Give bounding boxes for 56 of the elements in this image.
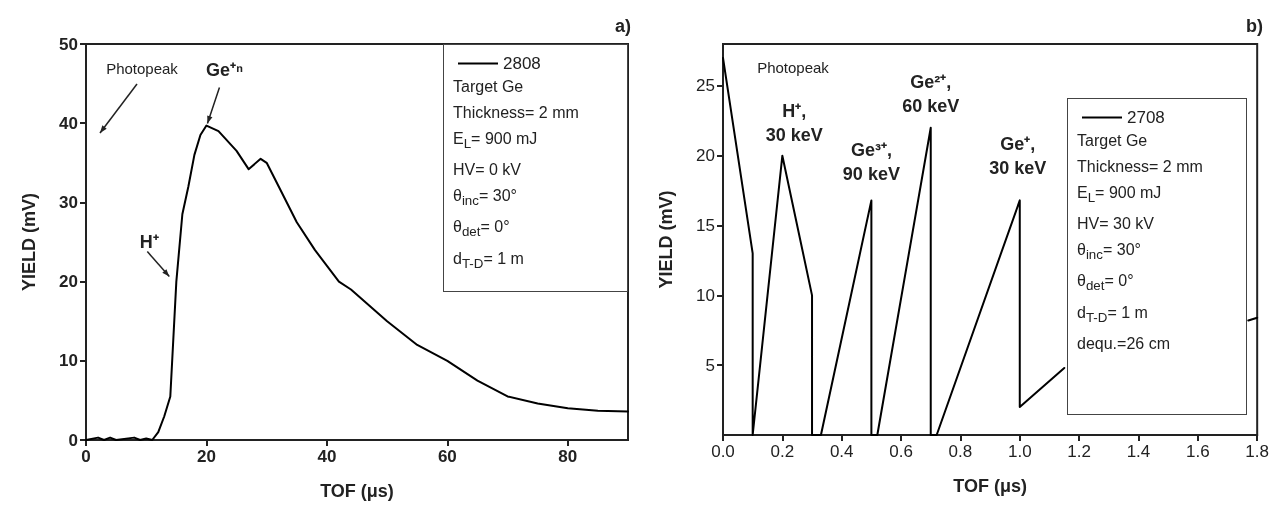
x-tick-label: 1.2 (1067, 442, 1091, 461)
y-axis-title: YIELD (mV) (19, 192, 39, 292)
x-tick-label: 20 (196, 447, 216, 466)
annotation: HV= 0 kV (453, 160, 523, 181)
x-axis-title: TOF (μs) (320, 481, 394, 501)
y-tick-label: 50 (59, 34, 78, 54)
y-tick-label: 30 (59, 192, 78, 212)
x-tick-label: 80 (558, 447, 578, 466)
x-tick-label: 1.0 (1007, 442, 1032, 461)
annotation: θ$_{inc}$= 30° (453, 186, 518, 211)
chart-title: b) (1246, 16, 1264, 36)
annotation: Thickness= 2 mm (1077, 157, 1203, 177)
x-tick-label: 0.0 (711, 442, 735, 461)
x-tick-label: 0 (81, 447, 91, 466)
x-tick-label: 1.8 (1245, 442, 1269, 461)
y-axis-title: YIELD (mV) (656, 190, 676, 289)
annotation: Ge⁺ⁿ (205, 59, 244, 80)
annotation: θ$_{det}$= 0° (1077, 271, 1135, 296)
y-tick-label: 10 (59, 351, 78, 371)
annotation: Target Ge (453, 77, 525, 97)
y-tick-label: 25 (696, 76, 715, 96)
x-tick-label: 1.6 (1186, 442, 1210, 461)
annotation: Photopeak (757, 59, 830, 77)
annotation: dequ.=26 cm (1077, 333, 1171, 354)
annotation: E$_{L}$= 900 mJ (1077, 183, 1163, 208)
chart-title: a) (615, 16, 632, 36)
y-tick-label: 20 (696, 146, 715, 166)
annotation: Ge³⁺, 90 keV (842, 140, 900, 185)
annotation: HV= 30 kV (1077, 214, 1155, 235)
annotation: Ge⁺, 30 keV (989, 134, 1047, 179)
y-tick-label: 15 (696, 216, 715, 236)
annotation: d$_{T-D}$= 1 m (1077, 302, 1149, 327)
y-tick-label: 5 (705, 355, 715, 375)
x-tick-label: 0.2 (770, 442, 795, 461)
x-tick-label: 0.4 (829, 442, 854, 461)
annotation: H⁺, 30 keV (765, 100, 823, 145)
y-tick-label: 40 (59, 113, 78, 133)
legend-label: 2808 (503, 54, 541, 73)
x-tick-label: 60 (437, 447, 457, 466)
annotation: Ge²⁺, 60 keV (902, 71, 960, 116)
x-tick-label: 1.4 (1126, 442, 1151, 461)
x-tick-label: 0.6 (889, 442, 913, 461)
y-tick-label: 10 (696, 285, 715, 305)
annotation: θ$_{inc}$= 30° (1077, 240, 1142, 265)
x-tick-label: 0.8 (948, 442, 973, 461)
annotation: E$_{L}$= 900 mJ (453, 129, 539, 154)
annotation: Target Ge (1077, 131, 1149, 151)
annotation: d$_{T-D}$= 1 m (453, 248, 525, 273)
x-axis-title: TOF (μs) (953, 476, 1027, 496)
annotation: Thickness= 2 mm (453, 103, 579, 123)
annotation: Photopeak (106, 59, 179, 77)
x-tick-label: 40 (317, 447, 337, 466)
y-tick-label: 20 (59, 272, 78, 292)
legend-label: 2708 (1127, 108, 1165, 127)
annotation: θ$_{det}$= 0° (453, 217, 511, 242)
annotation: H⁺ (139, 231, 159, 252)
